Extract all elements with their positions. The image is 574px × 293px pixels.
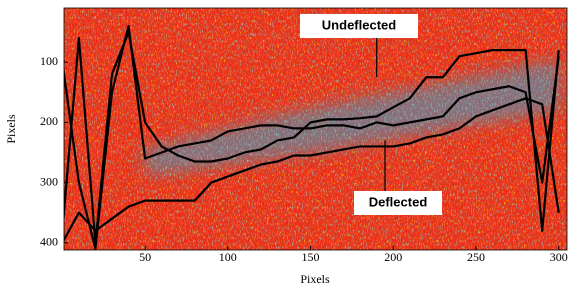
y-axis-label: Pixels bbox=[4, 114, 18, 144]
chart: Pixels Pixels 50 100 150 200 250 300 100 200 300… bbox=[0, 0, 574, 293]
x-tick-label: 200 bbox=[384, 250, 402, 264]
x-tick-label: 50 bbox=[139, 250, 151, 264]
x-tick-label: 250 bbox=[467, 250, 485, 264]
y-tick-label: 100 bbox=[40, 54, 58, 68]
y-tick-label: 400 bbox=[40, 235, 58, 249]
x-tick-label: 100 bbox=[219, 250, 237, 264]
annotation-label: Deflected bbox=[369, 194, 428, 209]
x-tick-label: 300 bbox=[550, 250, 568, 264]
x-tick-label: 150 bbox=[302, 250, 320, 264]
y-tick-label: 200 bbox=[40, 114, 58, 128]
x-axis-label: Pixels bbox=[300, 272, 330, 286]
annotation-label: Undeflected bbox=[322, 17, 396, 32]
heatmap-background bbox=[64, 8, 567, 250]
y-tick-label: 300 bbox=[40, 174, 58, 188]
